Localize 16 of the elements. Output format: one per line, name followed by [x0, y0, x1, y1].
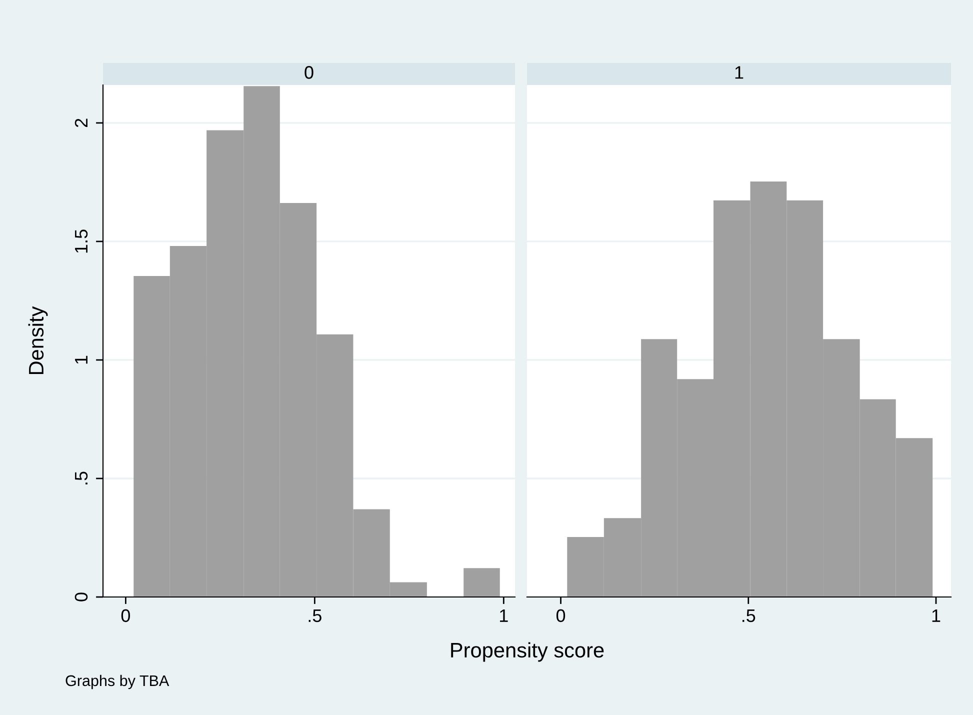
y-tick-label: 1 [75, 356, 88, 364]
x-axis-title: Propensity score [451, 642, 604, 662]
x-tick-label: 1 [500, 609, 508, 622]
y-tick-label: .5 [75, 472, 88, 484]
x-tick-label: 0 [556, 609, 566, 622]
x-tick-label: 0 [121, 609, 130, 622]
y-tick-label: 2 [74, 118, 88, 128]
y-axis-title: Density [28, 306, 48, 374]
chart-title: 1 [735, 66, 744, 79]
x-tick-label: .5 [742, 609, 756, 622]
x-tick-label: .5 [308, 609, 322, 622]
y-tick-label: 1.5 [75, 230, 88, 253]
text: Graphs by TBA [66, 674, 170, 690]
chart-title: 0 [304, 66, 314, 79]
y-tick-label: 0 [74, 592, 88, 602]
x-tick-label: 1 [932, 609, 940, 622]
